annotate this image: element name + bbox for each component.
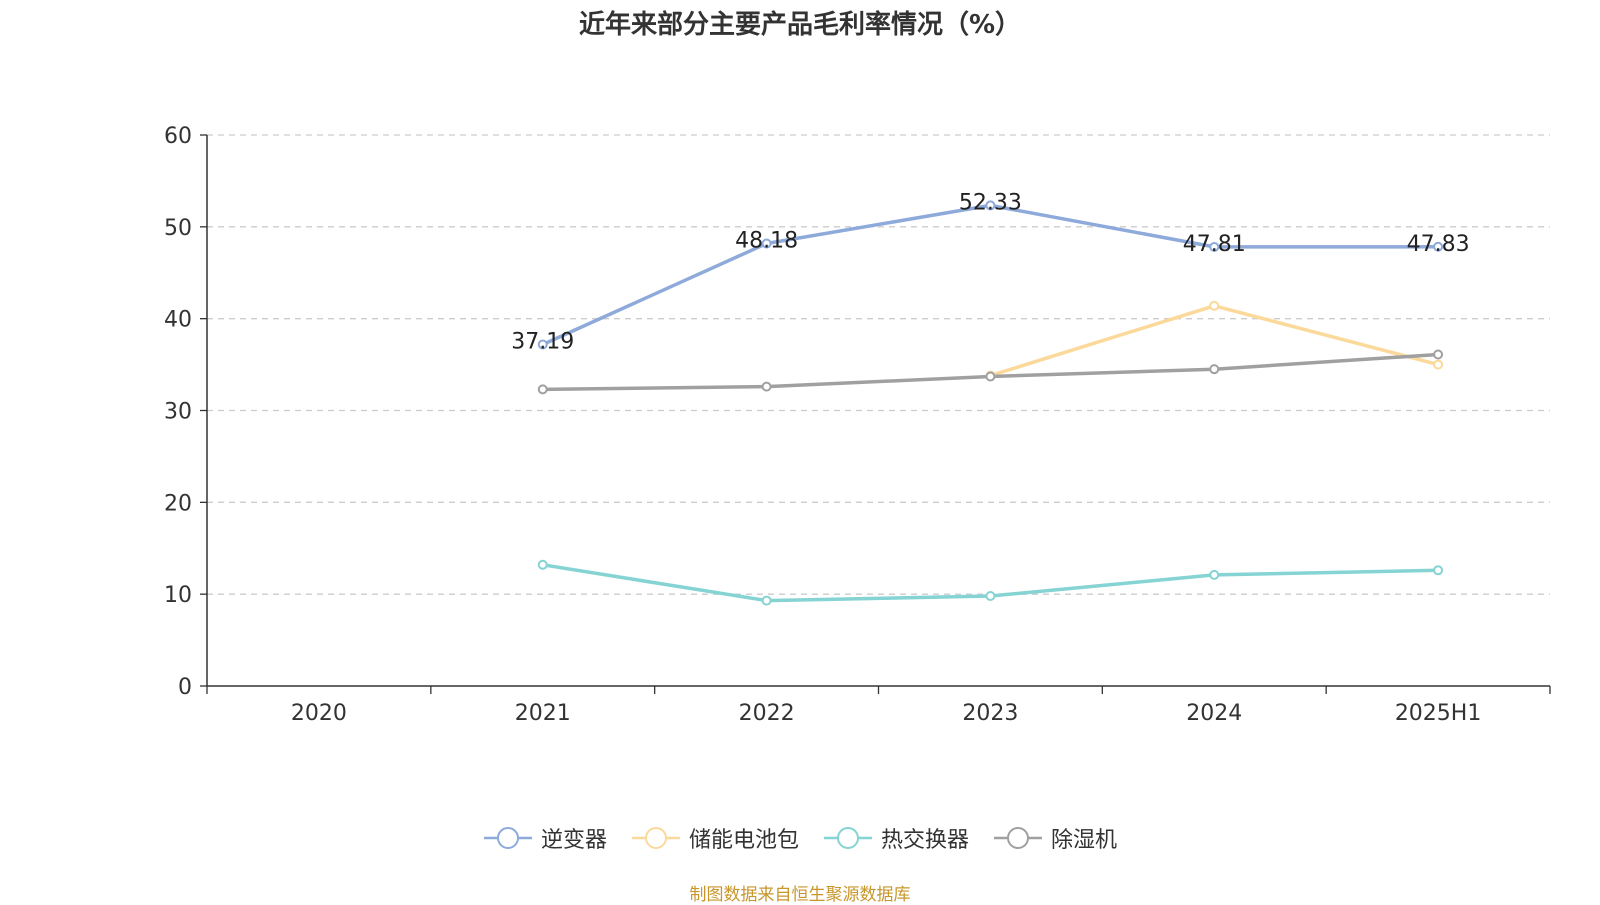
- data-point-series-2: [1433, 359, 1444, 370]
- y-tick-label: 40: [164, 308, 192, 333]
- data-point-series-4: [761, 381, 772, 392]
- data-point-series-1: [1209, 241, 1220, 252]
- data-point-series-1: [1433, 241, 1444, 252]
- data-point-series-4: [1209, 364, 1220, 375]
- y-tick-label: 10: [164, 583, 192, 608]
- legend-item-1[interactable]: 逆变器: [483, 822, 607, 854]
- data-point-series-3: [1209, 569, 1220, 580]
- legend-marker-icon: [824, 827, 872, 849]
- x-tick-label: 2023: [962, 701, 1018, 726]
- data-point-series-3: [761, 595, 772, 606]
- legend-marker-icon: [483, 827, 532, 849]
- x-tick-label: 2021: [515, 701, 571, 726]
- chart-title: 近年来部分主要产品毛利率情况（%）: [578, 10, 1022, 40]
- data-point-series-3: [537, 559, 548, 570]
- data-point-series-1: [761, 238, 772, 249]
- data-point-series-4: [537, 384, 548, 395]
- x-tick-label: 2020: [291, 701, 347, 726]
- chart-legend: 逆变器 储能电池包 热交换器 除湿机: [0, 822, 1600, 854]
- y-tick-label: 50: [164, 216, 192, 241]
- legend-marker-icon: [631, 827, 680, 849]
- y-tick-label: 30: [164, 400, 192, 425]
- legend-label: 逆变器: [540, 828, 607, 853]
- data-label: 37.19: [511, 329, 574, 354]
- legend-label: 热交换器: [881, 828, 970, 853]
- data-point-series-4: [985, 371, 996, 382]
- y-tick-label: 20: [164, 491, 192, 516]
- y-tick-label: 0: [178, 675, 192, 700]
- x-tick-label: 2025H1: [1395, 701, 1482, 726]
- data-point-series-4: [1433, 349, 1444, 360]
- source-note: 制图数据来自恒生聚源数据库: [689, 885, 911, 905]
- y-tick-label: 60: [164, 124, 192, 149]
- legend-item-2[interactable]: 储能电池包: [631, 822, 799, 854]
- legend-label: 储能电池包: [688, 828, 799, 853]
- data-point-series-3: [1433, 565, 1444, 576]
- legend-label: 除湿机: [1051, 828, 1118, 853]
- data-point-series-1: [537, 339, 548, 350]
- legend-item-3[interactable]: 热交换器: [823, 822, 969, 854]
- data-label: 47.81: [1183, 232, 1246, 257]
- x-tick-label: 2024: [1186, 701, 1242, 726]
- legend-item-4[interactable]: 除湿机: [993, 822, 1117, 854]
- data-label: 48.18: [735, 229, 798, 254]
- legend-marker-icon: [994, 827, 1043, 849]
- x-tick-label: 2022: [739, 701, 795, 726]
- data-point-series-1: [985, 200, 996, 211]
- data-label: 47.83: [1407, 232, 1470, 257]
- data-label: 52.33: [959, 190, 1022, 215]
- data-point-series-2: [1209, 300, 1220, 311]
- data-point-series-3: [985, 591, 996, 602]
